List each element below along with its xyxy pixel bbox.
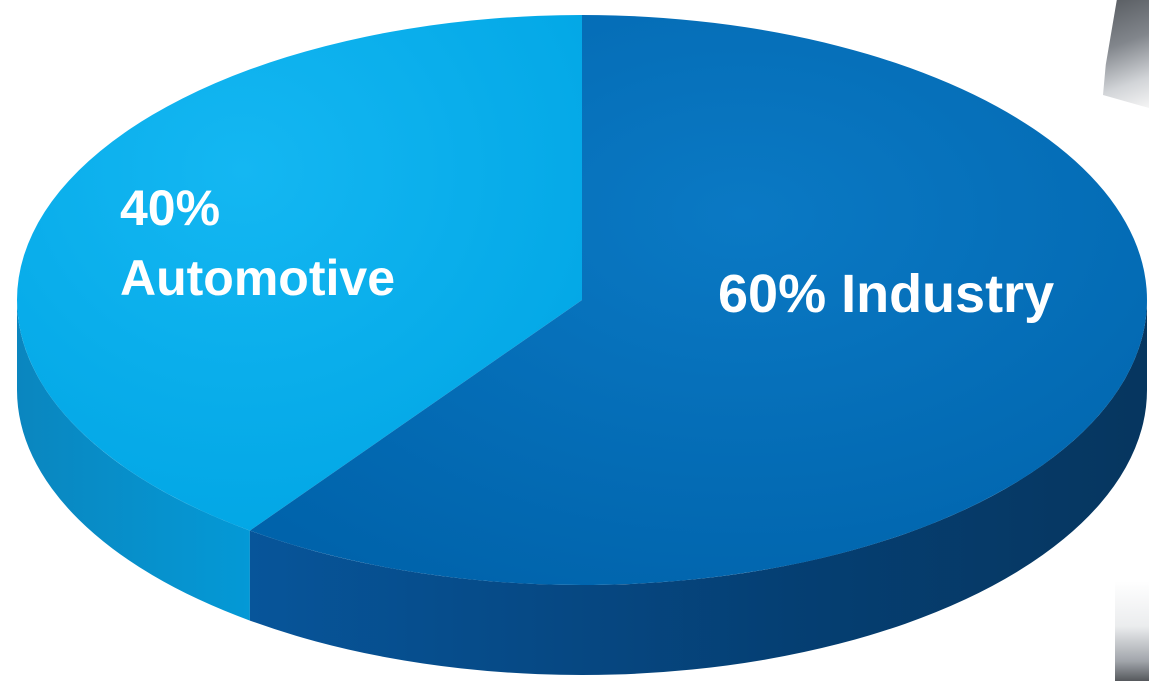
machine-photo-fragment bbox=[1115, 581, 1149, 681]
slice-label-automotive-percent: 40% bbox=[120, 180, 220, 236]
pie-side-industry bbox=[249, 300, 1147, 675]
pie-slice-industry bbox=[249, 15, 1148, 585]
slice-label-industry: 60% Industry bbox=[718, 264, 1054, 324]
pie-side-automotive bbox=[17, 300, 250, 621]
slice-label-automotive-name: Automotive bbox=[120, 250, 395, 306]
pie-slice-automotive bbox=[17, 15, 583, 531]
